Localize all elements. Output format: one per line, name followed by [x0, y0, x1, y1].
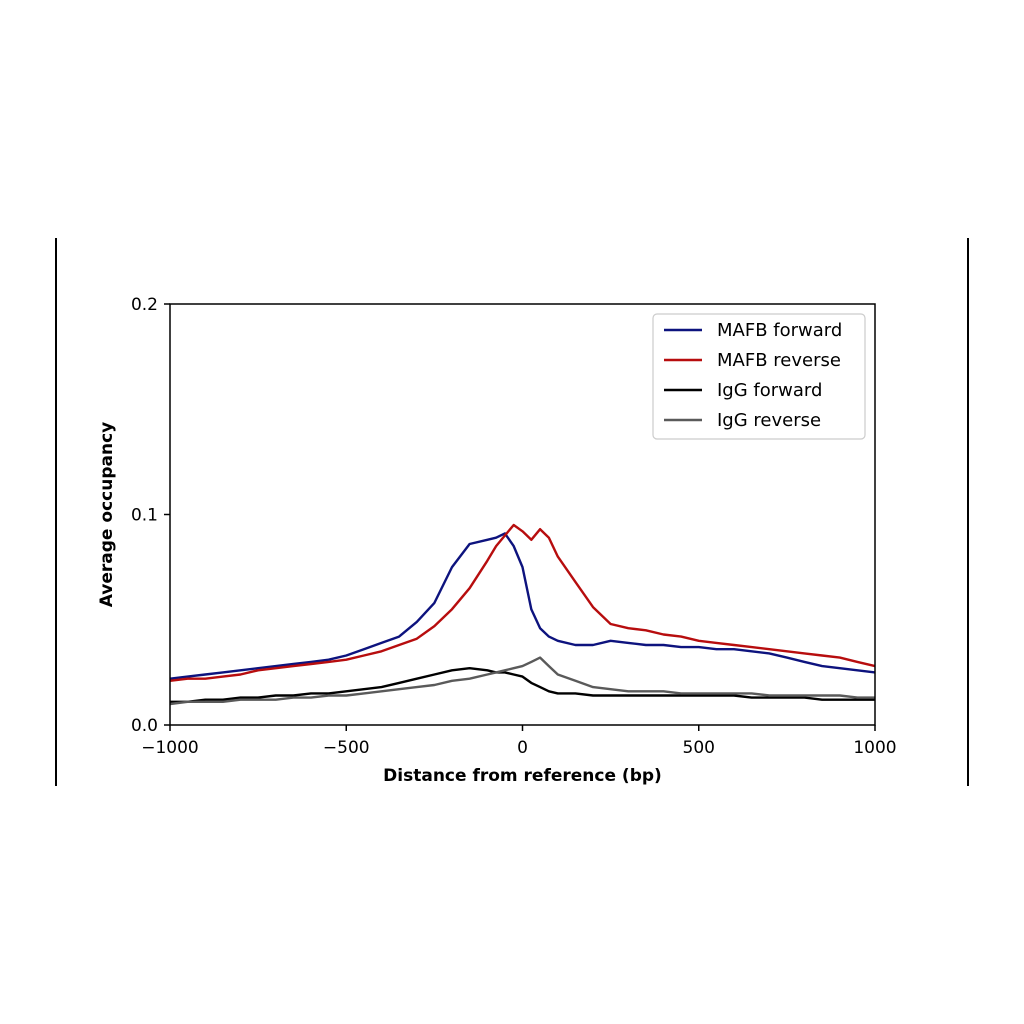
x-tick-label: −500: [323, 738, 370, 758]
series-line-mafb-forward: [169, 532, 876, 680]
legend-label-igg-reverse: IgG reverse: [717, 410, 821, 431]
series-line-igg-reverse: [169, 656, 875, 706]
series-line-igg-forward: [170, 667, 875, 703]
x-axis-title: Distance from reference (bp): [383, 766, 662, 786]
series-layer: [169, 523, 876, 706]
x-tick-label: −1000: [141, 738, 199, 758]
x-tick-label: 500: [683, 738, 715, 758]
series-line-mafb-reverse: [169, 523, 876, 682]
legend-label-mafb-forward: MAFB forward: [717, 320, 842, 341]
y-tick-label: 0.2: [131, 295, 158, 315]
frame-border-left: [55, 238, 57, 786]
x-tick-label: 1000: [853, 738, 896, 758]
x-tick-label: 0: [517, 738, 528, 758]
legend-label-mafb-reverse: MAFB reverse: [717, 350, 841, 371]
legend: MAFB forward MAFB reverse IgG forward IgG r…: [652, 313, 866, 440]
legend-label-igg-forward: IgG forward: [717, 380, 822, 401]
y-tick-label: 0.1: [131, 506, 158, 526]
y-axis: 0.0 0.1 0.2: [131, 295, 170, 736]
y-tick-label: 0.0: [131, 716, 158, 736]
x-axis: −1000 −500 0 500 1000: [141, 725, 897, 758]
legend-box: [652, 313, 866, 440]
frame-border-right: [967, 238, 969, 786]
y-axis-title: Average occupancy: [97, 422, 117, 607]
